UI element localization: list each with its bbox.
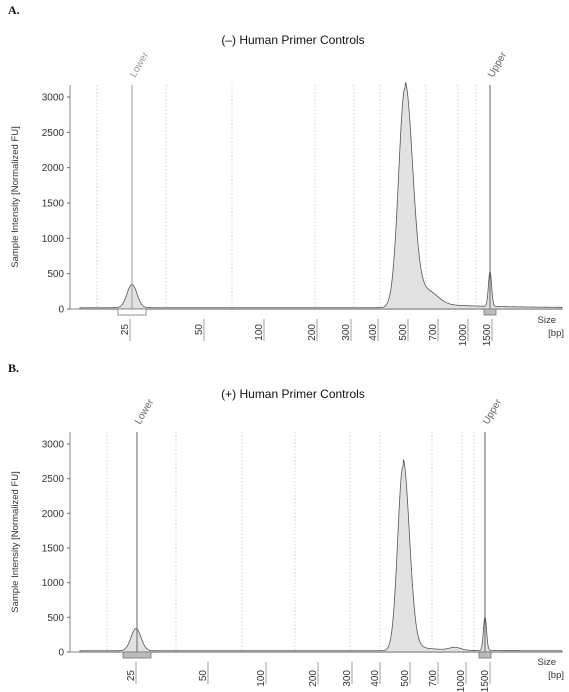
y-tick-label: 1000 <box>42 234 65 245</box>
lower-marker-box <box>117 308 147 316</box>
x-tick-label: 25 <box>126 670 137 682</box>
x-tick-label: 300 <box>341 324 352 341</box>
y-tick-label: 1500 <box>42 544 65 555</box>
panel-label: B. <box>8 361 19 375</box>
upper-marker-box <box>478 651 492 659</box>
y-tick-label: 1000 <box>42 578 65 589</box>
x-tick-label: 1000 <box>458 324 469 347</box>
x-tick-label: 50 <box>194 324 205 336</box>
y-tick-label: 2000 <box>42 509 65 520</box>
y-tick-label: 2500 <box>42 128 65 139</box>
upper-marker-box <box>483 308 497 316</box>
y-axis-title: Sample Intensity [Normalized FU] <box>10 471 21 613</box>
chart-panel-b: B. (+) Human Primer Controls 0 500 1000 1500 2… <box>8 361 564 692</box>
chart-title: (+) Human Primer Controls <box>221 387 365 401</box>
y-tick-label: 2500 <box>42 474 65 485</box>
x-tick-label: 1000 <box>456 670 467 692</box>
x-tick-label: 700 <box>428 670 439 687</box>
x-tick-label: 25 <box>120 324 131 336</box>
panel-label: A. <box>8 3 20 17</box>
x-tick-label: 500 <box>400 670 411 687</box>
y-tick-label: 0 <box>58 648 64 659</box>
lower-marker-label: Lower <box>133 397 156 427</box>
y-tick-label: 1500 <box>42 199 65 210</box>
upper-marker-label: Upper <box>486 50 509 80</box>
x-tick-label: 50 <box>198 670 209 682</box>
x-tick-label: 500 <box>398 324 409 341</box>
y-tick-label: 500 <box>47 269 64 280</box>
chart-title: (–) Human Primer Controls <box>221 33 364 47</box>
y-tick-label: 0 <box>58 305 64 316</box>
x-tick-label: 100 <box>254 324 265 341</box>
y-tick-label: 2000 <box>42 163 65 174</box>
upper-marker-label: Upper <box>481 397 504 427</box>
x-tick-label: 300 <box>342 670 353 687</box>
x-axis-title: Size <box>538 315 556 326</box>
x-axis-unit: [bp] <box>548 670 564 681</box>
x-tick-label: 1500 <box>482 324 493 347</box>
x-tick-label: 200 <box>308 670 319 687</box>
x-axis-unit: [bp] <box>548 328 564 339</box>
signal-trace <box>79 82 563 310</box>
x-tick-label: 400 <box>368 324 379 341</box>
x-tick-label: 100 <box>256 670 267 687</box>
chart-panel-a: A. (–) Human Primer Controls 0 500 1000 1500 2… <box>8 3 564 346</box>
signal-trace <box>79 459 563 653</box>
y-tick-label: 3000 <box>42 440 65 451</box>
lower-marker-label: Lower <box>128 50 151 80</box>
x-tick-label: 400 <box>370 670 381 687</box>
x-tick-label: 1500 <box>480 670 491 692</box>
x-tick-label: 200 <box>307 324 318 341</box>
lower-marker-box <box>122 651 152 659</box>
y-axis-title: Sample Intensity [Normalized FU] <box>10 126 21 268</box>
x-tick-label: 700 <box>428 324 439 341</box>
x-axis-title: Size <box>538 657 556 668</box>
y-tick-label: 500 <box>47 613 64 624</box>
y-tick-label: 3000 <box>42 93 65 104</box>
